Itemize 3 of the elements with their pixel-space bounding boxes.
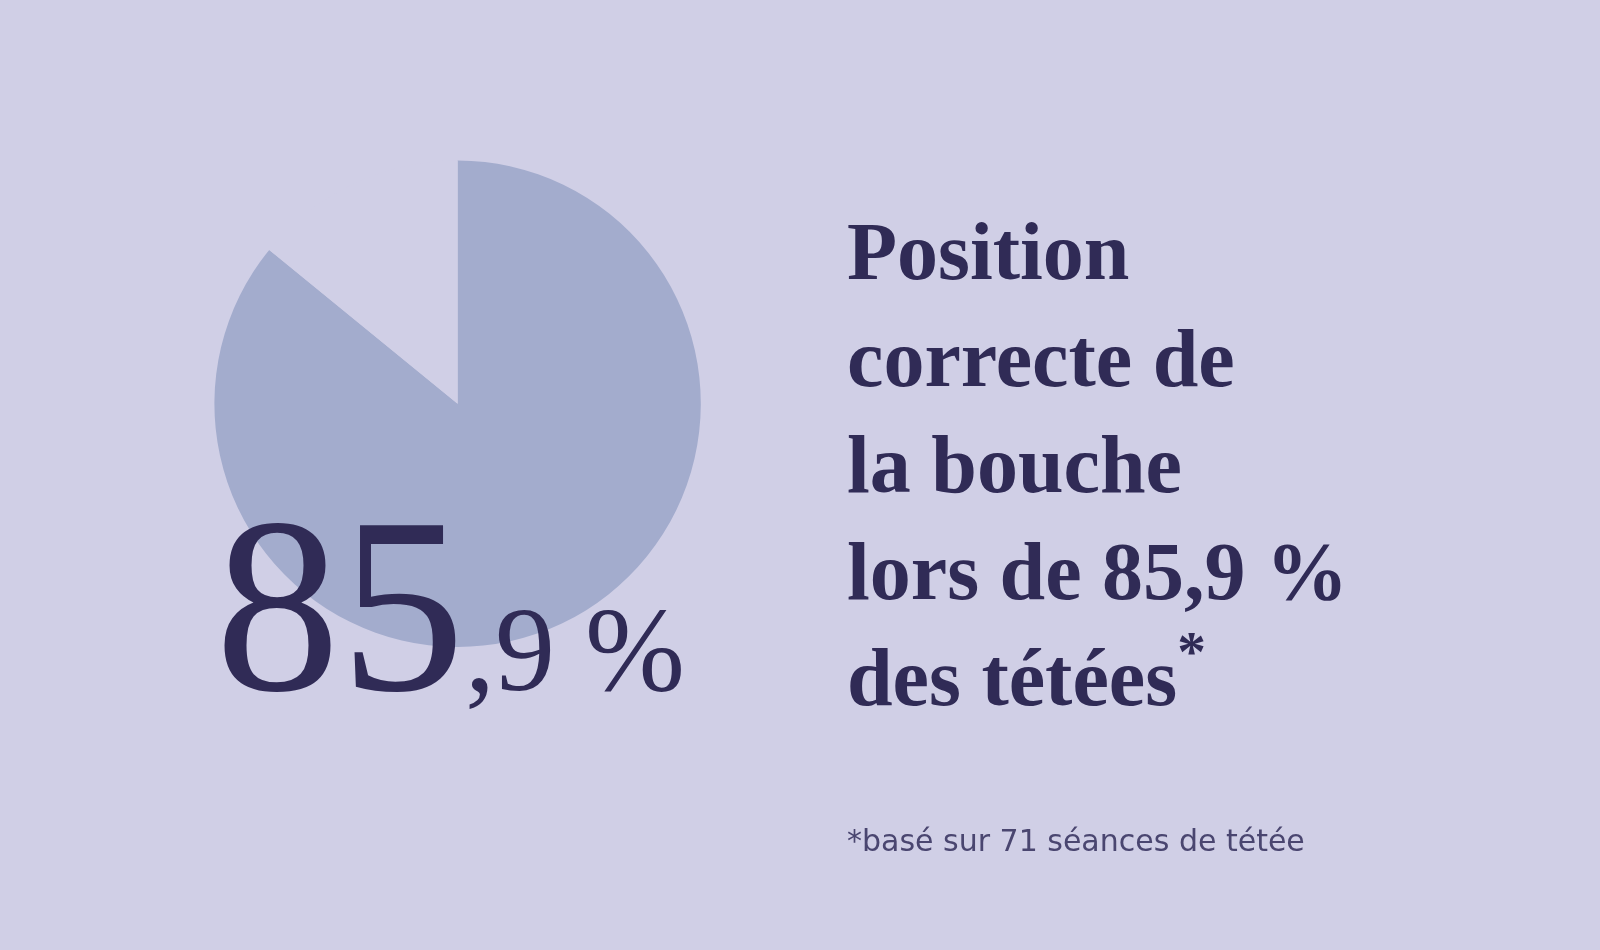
text: Position correcte de la bouche lors de 85,9 % des tétées$^{*}$ bbox=[847, 206, 1349, 724]
data-label: 85,9 % bbox=[215, 467, 685, 744]
text: *basé sur 71 séances de tétée bbox=[847, 823, 1305, 858]
